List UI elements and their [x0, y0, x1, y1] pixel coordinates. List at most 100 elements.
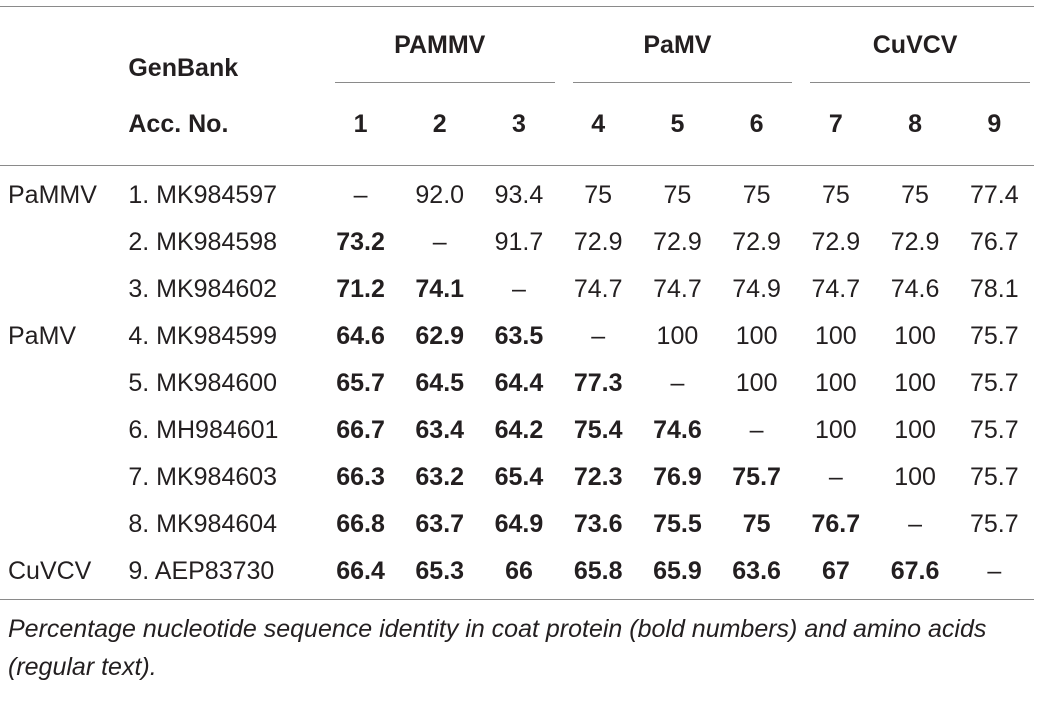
- identity-cell: 64.2: [494, 416, 544, 444]
- identity-cell: 92.0: [415, 181, 465, 209]
- row-accession: 9. AEP83730: [124, 548, 321, 600]
- row-accession: 5. MK984600: [128, 369, 278, 397]
- row-group-label: [0, 454, 124, 501]
- identity-cell: 73.2: [336, 228, 385, 256]
- identity-table: GenBank PAMMV PaMV CuVCV Acc. No. 1 2 3 …: [0, 0, 1034, 600]
- identity-cell: –: [954, 548, 1034, 600]
- column-number: 6: [717, 83, 797, 166]
- table-row: 6. MH984601 66.7 63.4 64.2 75.4 74.6 – 100 100 75…: [0, 407, 1034, 454]
- identity-cell: 66.7: [336, 416, 385, 444]
- header-empty-cell: [0, 7, 124, 84]
- identity-cell: 72.9: [732, 228, 781, 256]
- identity-cell: 76.9: [653, 463, 702, 491]
- row-group-label: [0, 360, 124, 407]
- identity-cell: 64.4: [494, 369, 544, 397]
- header-empty-cell: [0, 83, 125, 166]
- table-row: PaMV 4. MK984599 64.6 62.9 63.5 – 100 100 100 100…: [0, 313, 1034, 360]
- identity-cell: –: [908, 510, 923, 538]
- column-number: 7: [796, 83, 876, 166]
- identity-cell: 74.9: [732, 275, 781, 303]
- identity-cell: 75: [663, 181, 692, 209]
- row-accession: 2. MK984598: [128, 228, 278, 256]
- identity-cell: 65.3: [400, 548, 480, 600]
- identity-cell: 66.3: [336, 463, 385, 491]
- identity-cell: 72.3: [573, 463, 623, 491]
- identity-cell: 75: [821, 181, 850, 209]
- table-row: 7. MK984603 66.3 63.2 65.4 72.3 76.9 75.7 – 100 7…: [0, 454, 1034, 501]
- table-row: 5. MK984600 65.7 64.5 64.4 77.3 – 100 100 100 75.…: [0, 360, 1034, 407]
- identity-cell: 75: [584, 181, 613, 209]
- column-number: 4: [558, 83, 638, 166]
- identity-cell: 66.8: [336, 510, 385, 538]
- group-header-pamv: PaMV: [559, 7, 797, 84]
- identity-cell: –: [670, 369, 685, 397]
- identity-cell: 63.2: [415, 463, 465, 491]
- top-rule: [0, 0, 1034, 7]
- identity-cell: 65.9: [637, 548, 718, 600]
- identity-cell: –: [512, 275, 526, 303]
- identity-cell: 100: [894, 416, 936, 444]
- identity-cell: 72.9: [653, 228, 702, 256]
- identity-cell: 100: [894, 369, 936, 397]
- identity-cell: 63.7: [415, 510, 465, 538]
- identity-cell: 78.1: [970, 275, 1019, 303]
- identity-cell: 74.1: [415, 275, 465, 303]
- identity-cell: 63.5: [494, 322, 544, 350]
- group-header-cuvcv: CuVCV: [796, 7, 1034, 84]
- identity-cell: 67.6: [875, 548, 955, 600]
- identity-cell: 67: [796, 548, 876, 600]
- identity-cell: 74.7: [573, 275, 623, 303]
- table-header: GenBank PAMMV PaMV CuVCV Acc. No. 1 2 3 …: [0, 0, 1034, 166]
- identity-cell: 65.8: [558, 548, 638, 600]
- group-header-label: PaMV: [643, 30, 712, 59]
- table-row: 3. MK984602 71.2 74.1 – 74.7 74.7 74.9 74.7 74.6…: [0, 266, 1034, 313]
- identity-cell: 100: [814, 322, 857, 350]
- identity-cell: 74.6: [890, 275, 940, 303]
- identity-cell: 100: [656, 322, 699, 350]
- row-accession: 3. MK984602: [128, 275, 278, 303]
- identity-cell: 66.4: [320, 548, 401, 600]
- row-accession: 4. MK984599: [128, 322, 278, 350]
- identity-cell: 75.7: [970, 322, 1019, 350]
- table-body: PaMMV 1. MK984597 – 92.0 93.4 75 75 75 75 75 77.4 2…: [0, 166, 1034, 600]
- identity-cell: 100: [735, 322, 778, 350]
- column-number: 8: [875, 83, 955, 166]
- genbank-header-line1: GenBank: [128, 54, 239, 82]
- table-row: CuVCV 9. AEP83730 66.4 65.3 66 65.8 65.9 63.6 67…: [0, 548, 1034, 600]
- table-row: 2. MK984598 73.2 – 91.7 72.9 72.9 72.9 72.9 72.9…: [0, 219, 1034, 266]
- row-group-label: [0, 407, 124, 454]
- identity-cell: 65.4: [494, 463, 544, 491]
- identity-cell: 76.7: [811, 510, 861, 538]
- group-header-label: CuVCV: [872, 30, 958, 59]
- identity-cell: 63.4: [415, 416, 465, 444]
- row-group-label: [0, 219, 124, 266]
- column-number: 2: [400, 83, 480, 166]
- identity-cell: –: [749, 416, 764, 444]
- identity-cell: 75.4: [573, 416, 623, 444]
- identity-cell: 74.6: [653, 416, 702, 444]
- table-footnote: Percentage nucleotide sequence identity …: [8, 615, 987, 681]
- identity-cell: 74.7: [653, 275, 702, 303]
- identity-cell: 93.4: [494, 181, 544, 209]
- column-number: 1: [320, 83, 401, 166]
- row-group-label: [0, 501, 124, 548]
- identity-cell: 72.9: [573, 228, 623, 256]
- row-group-label: PaMMV: [8, 181, 97, 209]
- identity-cell: 91.7: [494, 228, 544, 256]
- identity-cell: –: [591, 322, 606, 350]
- column-number: 3: [479, 83, 559, 166]
- identity-cell: 100: [735, 369, 778, 397]
- genbank-header-line2: Acc. No.: [124, 83, 321, 166]
- identity-cell: 100: [814, 416, 857, 444]
- table-row: 8. MK984604 66.8 63.7 64.9 73.6 75.5 75 76.7 – 75…: [0, 501, 1034, 548]
- identity-cell: 73.6: [573, 510, 623, 538]
- identity-cell: 75.7: [970, 369, 1019, 397]
- identity-cell: 76.7: [970, 228, 1019, 256]
- row-accession: 8. MK984604: [128, 510, 278, 538]
- table-row: PaMMV 1. MK984597 – 92.0 93.4 75 75 75 75 75 77.4: [0, 166, 1034, 220]
- identity-cell: 77.3: [573, 369, 623, 397]
- identity-cell: –: [353, 181, 368, 209]
- identity-cell: –: [432, 228, 447, 256]
- identity-cell: 64.6: [336, 322, 385, 350]
- identity-cell: 75: [742, 510, 771, 538]
